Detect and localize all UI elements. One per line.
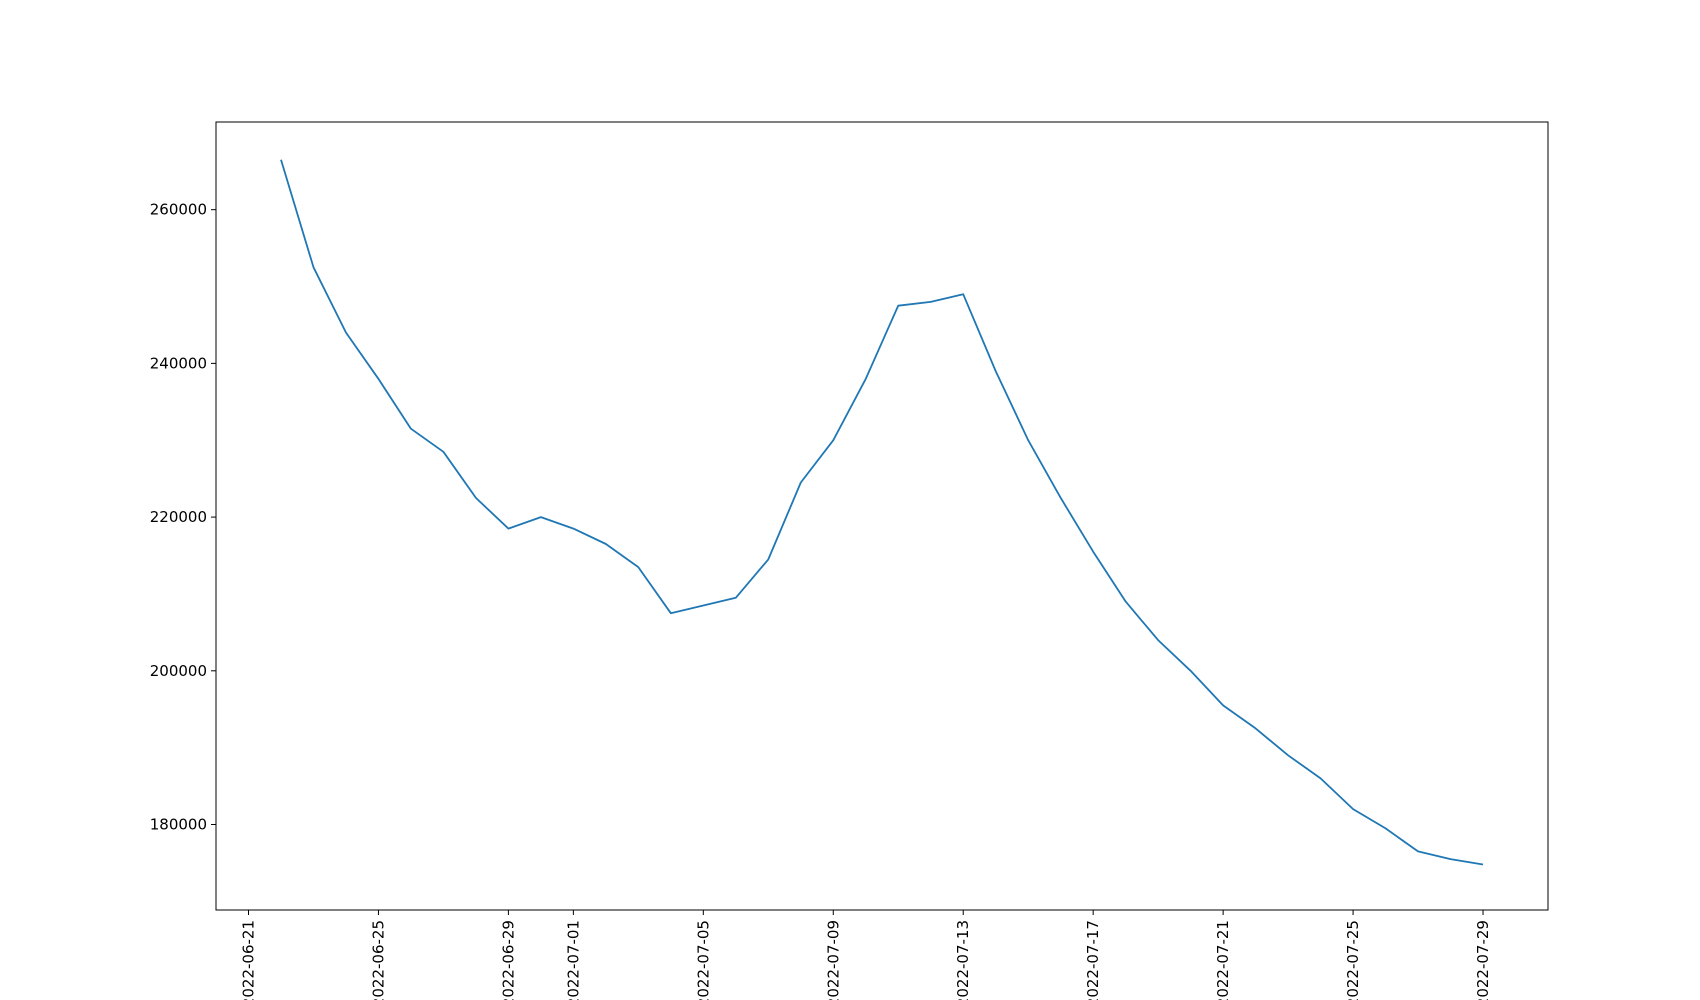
x-tick-label: 2022-06-29	[499, 920, 517, 1000]
y-tick-label: 220000	[150, 508, 207, 526]
x-tick-label: 2022-06-25	[369, 920, 387, 1000]
data-line	[280, 159, 1484, 866]
y-tick-label: 180000	[150, 816, 207, 834]
x-tick-label: 2022-07-09	[824, 920, 842, 1000]
plot-frame	[215, 121, 1549, 911]
x-tick-label: 2022-07-05	[694, 920, 712, 1000]
y-tick-label: 260000	[150, 201, 207, 219]
y-tick-label: 200000	[150, 662, 207, 680]
x-tick-label: 2022-07-17	[1084, 920, 1102, 1000]
x-tick-label: 2022-07-25	[1344, 920, 1362, 1000]
x-tick-label: 2022-07-13	[954, 920, 972, 1000]
x-tick-label: 2022-07-21	[1214, 920, 1232, 1000]
x-tick-label: 2022-07-01	[564, 920, 582, 1000]
y-tick-label: 240000	[150, 354, 207, 372]
x-tick-label: 2022-07-29	[1474, 920, 1492, 1000]
x-tick-label: 2022-06-21	[239, 920, 257, 1000]
